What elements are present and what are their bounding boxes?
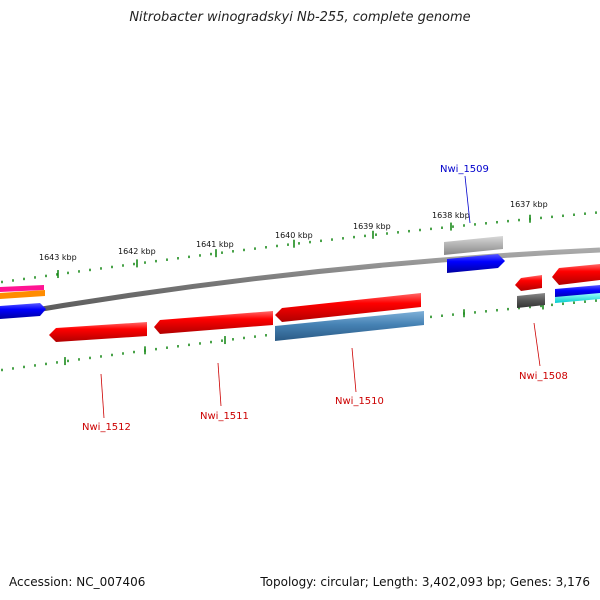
- leader-nwi-1509: [464, 175, 471, 224]
- gene-nwi-1512[interactable]: [49, 322, 147, 342]
- gene-feature-orange[interactable]: [0, 290, 45, 299]
- gene-label-nwi-1508[interactable]: Nwi_1508: [519, 371, 568, 382]
- leader-nwi-1510: [351, 347, 357, 393]
- map-title: Nitrobacter winogradskyi Nb-255, complet…: [129, 10, 471, 25]
- leader-nwi-1508: [533, 322, 541, 367]
- tick-label-1640: 1640 kbp: [275, 231, 313, 240]
- tick-label-1642: 1642 kbp: [118, 247, 156, 256]
- gene-label-nwi-1510[interactable]: Nwi_1510: [335, 396, 384, 407]
- outer-tick-ring: [1, 211, 597, 284]
- gene-feature-red-right[interactable]: [552, 264, 600, 285]
- gene-nwi-1509[interactable]: [444, 236, 503, 255]
- gene-label-nwi-1509[interactable]: Nwi_1509: [440, 164, 489, 175]
- leader-nwi-1512: [100, 373, 105, 419]
- gene-label-nwi-1511[interactable]: Nwi_1511: [200, 411, 249, 422]
- gene-feature-cyan[interactable]: [555, 293, 600, 303]
- gene-nwi-1511[interactable]: [154, 311, 273, 334]
- gene-feature-blue-left[interactable]: [0, 303, 46, 319]
- tick-label-1637: 1637 kbp: [510, 200, 548, 209]
- tick-label-1638: 1638 kbp: [432, 211, 470, 220]
- genome-stats-label: Topology: circular; Length: 3,402,093 bp…: [260, 575, 590, 589]
- gene-feature-dark[interactable]: [517, 293, 545, 308]
- gene-feature-pink[interactable]: [0, 285, 44, 292]
- tick-label-1641: 1641 kbp: [196, 240, 234, 249]
- gene-label-nwi-1512[interactable]: Nwi_1512: [82, 422, 131, 433]
- gene-nwi-1510-steel[interactable]: [275, 311, 424, 341]
- gene-nwi-1508[interactable]: [515, 275, 542, 291]
- genome-backbone: [0, 247, 600, 319]
- tick-label-1643: 1643 kbp: [39, 253, 77, 262]
- leader-nwi-1511: [217, 362, 222, 407]
- accession-label: Accession: NC_007406: [9, 575, 146, 589]
- tick-label-1639: 1639 kbp: [353, 222, 391, 231]
- gene-feature-blue-1509[interactable]: [447, 254, 505, 273]
- gene-nwi-1510[interactable]: [275, 293, 421, 322]
